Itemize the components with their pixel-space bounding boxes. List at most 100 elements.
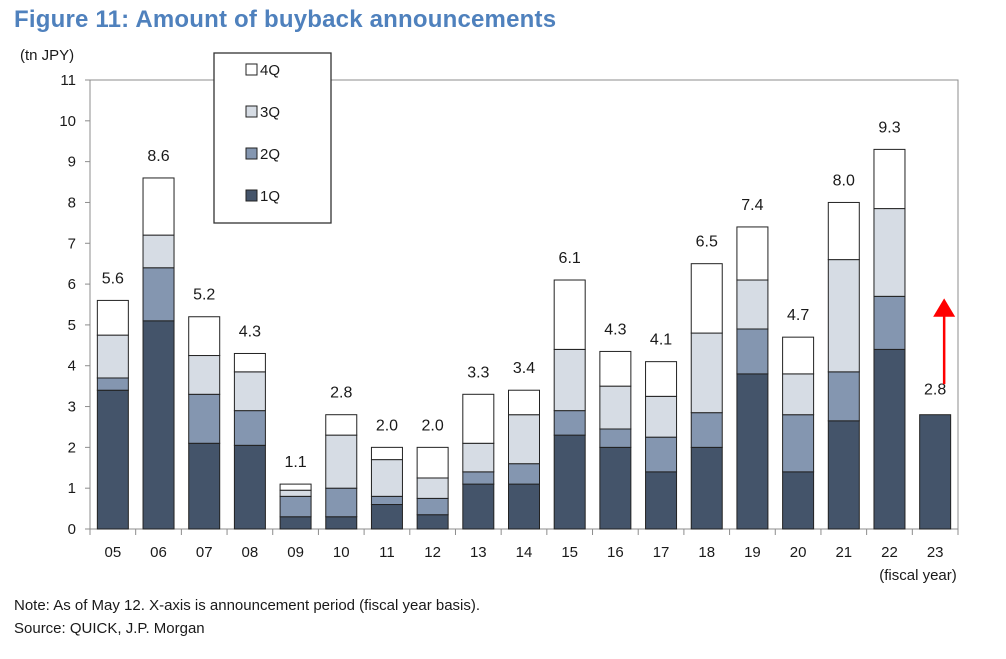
- total-label-13: 3.3: [467, 364, 489, 381]
- bar-segment-1q-12: [416, 514, 449, 530]
- legend-box: [213, 52, 332, 224]
- legend-label-2q: 2Q: [260, 146, 280, 163]
- x-axis-unit-label: (fiscal year): [879, 567, 957, 584]
- bar-segment-1q-05: [96, 389, 129, 530]
- bar-segment-1q-14: [508, 483, 540, 530]
- bar-segment-2q-16: [599, 428, 632, 448]
- bar-segment-4q-07: [188, 316, 221, 357]
- bar-segment-4q-11: [370, 446, 403, 461]
- bar-segment-4q-10: [325, 414, 358, 436]
- y-tick-label: 4: [68, 358, 76, 375]
- y-tick-label: 7: [68, 235, 76, 252]
- total-label-07: 5.2: [193, 287, 215, 304]
- bar-segment-1q-10: [325, 516, 358, 530]
- bar-segment-4q-17: [645, 361, 678, 397]
- bar-segment-4q-14: [508, 389, 540, 416]
- bar-segment-1q-08: [233, 444, 266, 530]
- bar-segment-1q-19: [736, 373, 769, 530]
- total-label-11: 2.0: [376, 417, 398, 434]
- x-tick-label-19: 19: [744, 544, 761, 561]
- bar-segment-4q-20: [782, 336, 815, 375]
- total-label-17: 4.1: [650, 332, 672, 349]
- y-axis-unit-label: (tn JPY): [20, 47, 75, 64]
- x-tick-label-14: 14: [516, 544, 533, 561]
- bar-segment-4q-21: [827, 201, 860, 261]
- x-tick-label-16: 16: [607, 544, 624, 561]
- total-label-05: 5.6: [102, 270, 124, 287]
- bar-segment-2q-22: [873, 295, 906, 350]
- bar-segment-1q-07: [188, 442, 221, 530]
- bar-segment-4q-05: [96, 299, 129, 336]
- y-tick-label: 0: [68, 521, 76, 538]
- x-tick-label-22: 22: [881, 544, 898, 561]
- bar-segment-3q-07: [188, 355, 221, 395]
- total-label-20: 4.7: [787, 307, 809, 324]
- total-label-15: 6.1: [559, 250, 581, 267]
- bar-segment-4q-19: [736, 226, 769, 281]
- bar-segment-1q-09: [279, 516, 312, 530]
- y-tick-label: 2: [68, 439, 76, 456]
- x-tick-label-08: 08: [242, 544, 259, 561]
- bar-segment-2q-15: [553, 410, 586, 436]
- total-label-12: 2.0: [422, 417, 444, 434]
- bar-segment-3q-21: [827, 259, 860, 373]
- x-tick-label-17: 17: [653, 544, 670, 561]
- bar-segment-3q-17: [645, 395, 678, 438]
- bar-segment-2q-05: [96, 377, 129, 391]
- total-label-09: 1.1: [284, 454, 306, 471]
- x-tick-label-09: 09: [287, 544, 304, 561]
- legend-swatch-1q: [245, 189, 258, 202]
- y-tick-label: 1: [68, 480, 76, 497]
- legend-label-4q: 4Q: [260, 62, 280, 79]
- bar-segment-3q-14: [508, 414, 540, 465]
- bar-segment-2q-18: [690, 412, 723, 448]
- chart-source: Source: QUICK, J.P. Morgan: [14, 620, 205, 637]
- up-arrow-head: [933, 298, 956, 317]
- bar-segment-3q-11: [370, 459, 403, 497]
- bar-segment-3q-10: [325, 434, 358, 489]
- legend-label-3q: 3Q: [260, 104, 280, 121]
- bar-segment-2q-20: [782, 414, 815, 473]
- total-label-06: 8.6: [147, 148, 169, 165]
- bar-segment-2q-12: [416, 497, 449, 516]
- bar-segment-3q-09: [279, 489, 312, 497]
- total-label-23: 2.8: [924, 382, 946, 399]
- chart-note: Note: As of May 12. X-axis is announceme…: [14, 597, 481, 614]
- bar-segment-4q-06: [142, 177, 175, 236]
- legend-swatch-2q: [245, 147, 258, 160]
- bar-segment-1q-18: [690, 446, 723, 530]
- x-tick-label-21: 21: [835, 544, 852, 561]
- bar-segment-1q-23: [919, 414, 952, 530]
- x-tick-label-07: 07: [196, 544, 213, 561]
- bar-segment-4q-08: [233, 352, 266, 373]
- bar-segment-4q-09: [279, 483, 312, 491]
- bar-segment-2q-17: [645, 436, 678, 473]
- bar-segment-3q-13: [462, 442, 495, 473]
- total-label-19: 7.4: [741, 197, 763, 214]
- x-tick-label-11: 11: [379, 544, 395, 561]
- y-tick-label: 9: [68, 154, 76, 171]
- bar-segment-3q-15: [553, 348, 586, 412]
- x-tick-label-12: 12: [424, 544, 441, 561]
- x-tick-label-15: 15: [561, 544, 578, 561]
- total-label-10: 2.8: [330, 385, 352, 402]
- bar-segment-3q-19: [736, 279, 769, 330]
- bar-segment-1q-06: [142, 320, 175, 530]
- total-label-16: 4.3: [604, 321, 626, 338]
- total-label-08: 4.3: [239, 323, 261, 340]
- bar-segment-1q-15: [553, 434, 586, 530]
- bar-segment-2q-06: [142, 267, 175, 322]
- x-tick-label-18: 18: [698, 544, 715, 561]
- bar-segment-3q-20: [782, 373, 815, 416]
- x-tick-label-06: 06: [150, 544, 167, 561]
- bar-segment-3q-06: [142, 234, 175, 269]
- x-tick-label-05: 05: [104, 544, 121, 561]
- bar-segment-3q-16: [599, 385, 632, 430]
- y-tick-label: 8: [68, 194, 76, 211]
- bar-segment-4q-18: [690, 263, 723, 334]
- bar-segment-1q-21: [827, 420, 860, 530]
- y-tick-label: 3: [68, 399, 76, 416]
- total-label-14: 3.4: [513, 360, 535, 377]
- x-tick-label-23: 23: [927, 544, 944, 561]
